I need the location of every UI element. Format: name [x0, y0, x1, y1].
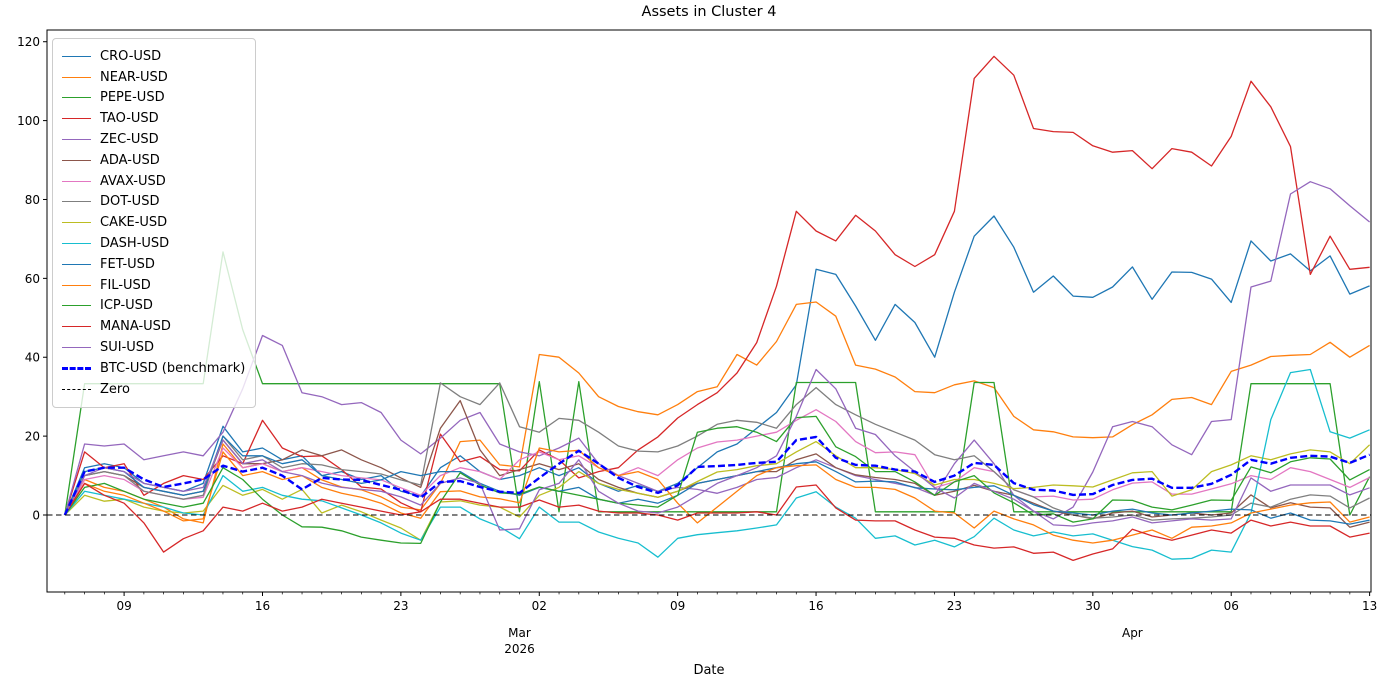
legend-line-swatch	[62, 222, 91, 224]
legend-item: AVAX-USD	[62, 171, 245, 192]
series-line-tao-usd	[64, 55, 1370, 516]
legend-line-swatch	[62, 305, 91, 307]
legend-label: CRO-USD	[100, 48, 162, 64]
year-label: 2026	[504, 642, 535, 656]
x-tick-label: 23	[393, 599, 408, 613]
legend-line-swatch	[62, 201, 91, 203]
series-line-mana-usd	[64, 482, 1370, 562]
legend-line-swatch	[62, 97, 91, 99]
legend-label: TAO-USD	[100, 111, 159, 127]
series-line-fet-usd	[64, 435, 1370, 525]
legend-line-swatch	[62, 326, 91, 328]
legend-item: TAO-USD	[62, 108, 245, 129]
legend-label: ADA-USD	[100, 152, 160, 168]
series-line-fil-usd	[64, 447, 1370, 544]
legend-item: ZEC-USD	[62, 129, 245, 150]
legend-line-swatch	[62, 76, 91, 78]
legend-line-swatch	[62, 139, 91, 141]
month-label: Apr	[1122, 626, 1143, 640]
x-tick-label: 02	[532, 599, 547, 613]
x-tick-label: 23	[947, 599, 962, 613]
legend-line-swatch	[62, 180, 91, 182]
y-tick-label: 80	[25, 193, 40, 207]
y-tick-label: 40	[25, 351, 40, 365]
x-tick-label: 30	[1085, 599, 1100, 613]
y-tick-label: 120	[17, 35, 40, 49]
month-label: Mar	[508, 626, 531, 640]
legend-label: CAKE-USD	[100, 215, 168, 231]
legend-label: DOT-USD	[100, 194, 160, 210]
x-tick-label: 06	[1224, 599, 1239, 613]
legend-line-swatch	[62, 388, 91, 390]
legend-item: ADA-USD	[62, 150, 245, 171]
y-tick-label: 100	[17, 114, 40, 128]
legend-item: SUI-USD	[62, 337, 245, 358]
series-line-sui-usd	[64, 368, 1370, 531]
legend-label: PEPE-USD	[100, 90, 165, 106]
legend-line-swatch	[62, 55, 91, 57]
legend-label: FIL-USD	[100, 277, 151, 293]
x-axis-label: Date	[693, 663, 725, 678]
legend-item: BTC-USD (benchmark)	[62, 358, 245, 379]
legend-line-swatch	[62, 284, 91, 286]
legend-label: MANA-USD	[100, 319, 171, 335]
legend-line-swatch	[62, 243, 91, 245]
legend-line-swatch	[62, 263, 91, 265]
legend-label: DASH-USD	[100, 236, 170, 252]
legend-label: FET-USD	[100, 256, 155, 272]
legend-label: ZEC-USD	[100, 132, 159, 148]
y-tick-label: 60	[25, 272, 40, 286]
legend: CRO-USD NEAR-USD PEPE-USD TAO-USD ZEC-USD ADA…	[52, 38, 257, 408]
legend-item: PEPE-USD	[62, 88, 245, 109]
legend-label: NEAR-USD	[100, 69, 168, 85]
legend-label: AVAX-USD	[100, 173, 166, 189]
series-line-zec-usd	[64, 181, 1371, 520]
series-line-cake-usd	[64, 440, 1371, 541]
x-tick-label: 16	[255, 599, 270, 613]
series-line-btc-usd-benchmark-	[63, 435, 1371, 516]
series-line-cro-usd	[64, 215, 1370, 516]
y-tick-label: 0	[32, 509, 40, 523]
legend-label: ICP-USD	[100, 298, 153, 314]
legend-label: SUI-USD	[100, 340, 155, 356]
legend-item: DOT-USD	[62, 192, 245, 213]
series-line-dot-usd	[64, 382, 1370, 521]
legend-item: FET-USD	[62, 254, 245, 275]
series-line-pepe-usd	[64, 251, 1371, 516]
legend-item: FIL-USD	[62, 275, 245, 296]
axes-frame	[46, 29, 1372, 593]
legend-line-swatch	[62, 347, 91, 349]
x-tick-label: 09	[116, 599, 131, 613]
x-tick-label: 13	[1362, 599, 1377, 613]
legend-line-swatch	[62, 118, 91, 120]
legend-item: DASH-USD	[62, 233, 245, 254]
legend-label: Zero	[100, 381, 130, 397]
series-line-dash-usd	[64, 368, 1370, 560]
x-tick-label: 16	[808, 599, 823, 613]
legend-item: NEAR-USD	[62, 67, 245, 88]
legend-item: MANA-USD	[62, 316, 245, 337]
y-tick-label: 20	[25, 430, 40, 444]
legend-item: ICP-USD	[62, 296, 245, 317]
legend-item: Zero	[62, 379, 245, 400]
x-tick-label: 09	[670, 599, 685, 613]
legend-item: CAKE-USD	[62, 212, 245, 233]
legend-item: CRO-USD	[62, 46, 245, 67]
legend-line-swatch	[62, 159, 91, 161]
legend-line-swatch	[62, 366, 91, 370]
chart-title: Assets in Cluster 4	[641, 4, 777, 20]
legend-label: BTC-USD (benchmark)	[100, 360, 246, 376]
